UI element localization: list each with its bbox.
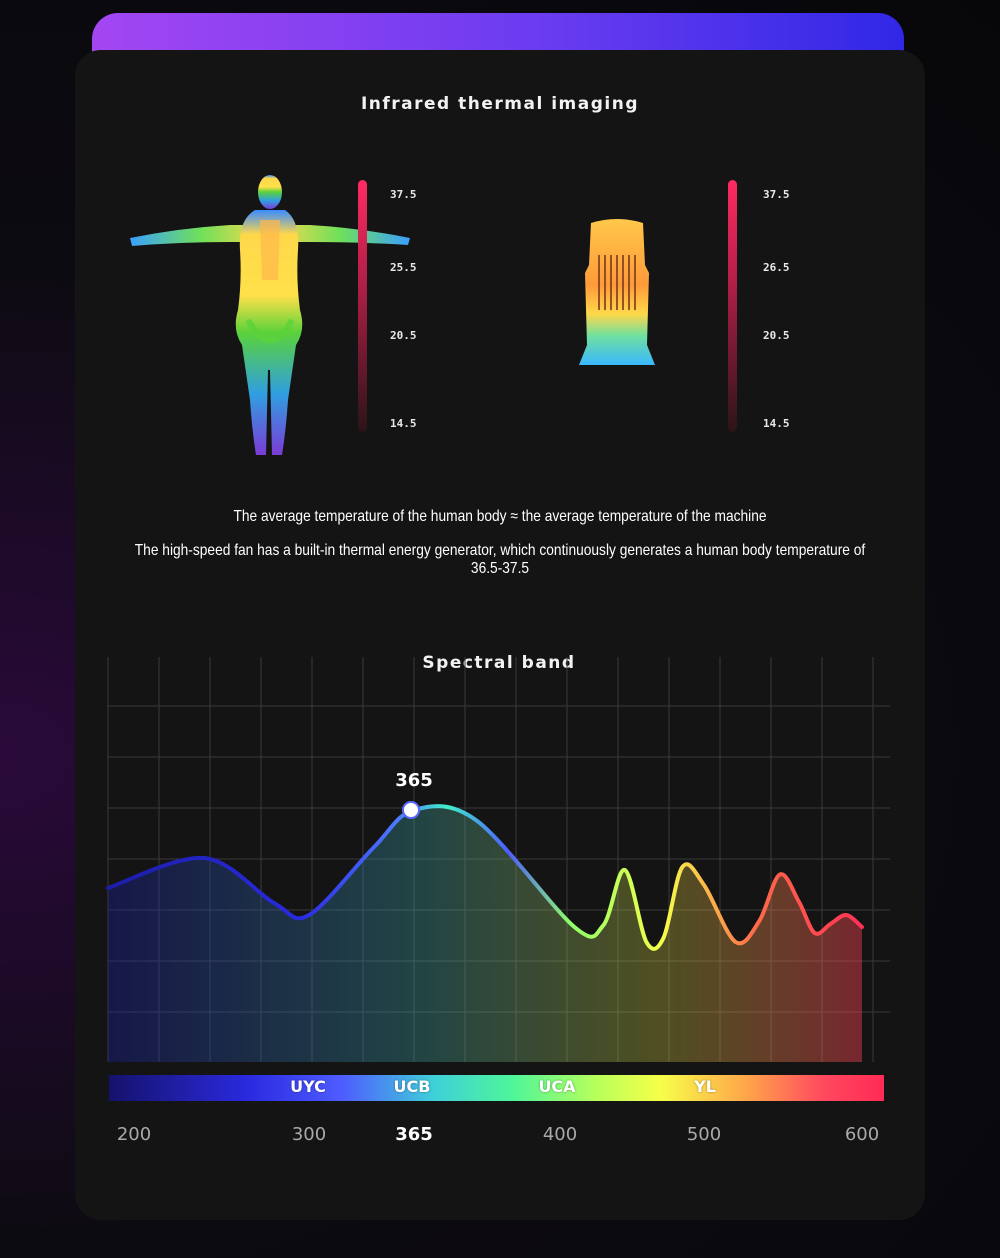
chart-title: Spectral band	[422, 653, 576, 673]
machine-thermal-image	[579, 219, 655, 365]
machine-scale-tick: 20.5	[763, 329, 790, 342]
band-label-uca: UCA	[538, 1077, 576, 1096]
human-thermal-image	[130, 175, 410, 455]
content-card: Infrared thermal imaging	[75, 50, 925, 1220]
human-temperature-scale	[358, 180, 367, 432]
x-tick-label: 600	[844, 1124, 880, 1145]
x-tick-label: 400	[542, 1124, 578, 1145]
band-label-yl: YL	[694, 1077, 716, 1096]
series-line	[106, 804, 864, 951]
caption-line-2: The high-speed fan has a built-in therma…	[134, 542, 866, 577]
human-scale-tick: 14.5	[390, 417, 417, 430]
machine-scale-tick: 37.5	[763, 188, 790, 201]
x-tick-label: 200	[116, 1124, 152, 1145]
machine-scale-tick: 14.5	[763, 417, 790, 430]
caption-line-1: The average temperature of the human bod…	[233, 508, 767, 525]
human-scale-tick: 20.5	[390, 329, 417, 342]
band-label-uyc: UYC	[290, 1077, 326, 1096]
band-label-ucb: UCB	[393, 1077, 431, 1096]
peak-label: 365	[395, 770, 433, 791]
series-area	[108, 806, 862, 1062]
human-scale-tick: 25.5	[390, 261, 417, 274]
spectrum-bar	[109, 1075, 884, 1101]
machine-scale-tick: 26.5	[763, 261, 790, 274]
x-tick-label: 365	[395, 1124, 433, 1145]
x-tick-label: 500	[686, 1124, 722, 1145]
x-tick-label: 300	[291, 1124, 327, 1145]
machine-temperature-scale	[728, 180, 737, 432]
peak-marker	[402, 801, 420, 819]
human-scale-tick: 37.5	[390, 188, 417, 201]
thermal-title: Infrared thermal imaging	[360, 94, 640, 114]
